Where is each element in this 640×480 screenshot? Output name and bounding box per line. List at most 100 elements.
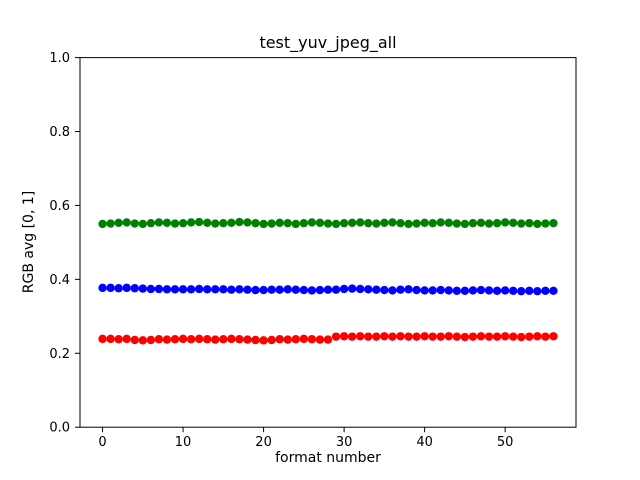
data-point-red bbox=[484, 332, 494, 341]
data-point-red bbox=[549, 332, 558, 341]
data-point-green bbox=[98, 219, 107, 229]
data-point-green bbox=[259, 219, 268, 229]
data-point-green bbox=[452, 219, 462, 228]
data-point-green bbox=[533, 219, 542, 229]
y-tick-label: 0.4 bbox=[49, 273, 70, 288]
data-point-green bbox=[194, 217, 204, 227]
data-point-blue bbox=[130, 284, 139, 293]
data-point-red bbox=[364, 332, 373, 341]
data-point-green bbox=[388, 218, 397, 227]
data-point-green bbox=[484, 219, 494, 228]
data-point-green bbox=[323, 219, 333, 228]
data-point-green bbox=[428, 218, 437, 228]
data-point-green bbox=[178, 218, 188, 228]
data-point-green bbox=[420, 218, 429, 228]
data-point-blue bbox=[323, 285, 333, 294]
data-point-green bbox=[468, 218, 478, 228]
data-point-blue bbox=[194, 284, 204, 294]
data-point-green bbox=[122, 218, 131, 227]
data-point-blue bbox=[114, 284, 123, 293]
data-point-blue bbox=[420, 286, 429, 295]
data-point-green bbox=[186, 218, 196, 227]
data-point-red bbox=[460, 332, 470, 342]
data-point-red bbox=[315, 335, 325, 344]
data-point-blue bbox=[138, 284, 148, 293]
data-point-red bbox=[170, 335, 180, 344]
plot-title: test_yuv_jpeg_all bbox=[259, 33, 397, 52]
data-point-red bbox=[251, 335, 260, 345]
data-point-blue bbox=[299, 285, 309, 295]
data-point-green bbox=[227, 218, 236, 228]
x-tick-label: 10 bbox=[175, 435, 192, 450]
data-point-blue bbox=[211, 285, 220, 294]
data-point-blue bbox=[460, 286, 470, 296]
data-point-green bbox=[106, 219, 115, 228]
data-point-blue bbox=[283, 285, 292, 294]
data-point-green bbox=[339, 218, 349, 228]
data-point-green bbox=[541, 219, 550, 228]
data-point-blue bbox=[186, 285, 196, 294]
data-point-blue bbox=[122, 283, 131, 293]
data-point-blue bbox=[533, 286, 542, 296]
x-axis-label: format number bbox=[275, 450, 381, 466]
data-point-red bbox=[122, 334, 131, 344]
x-tick-label: 20 bbox=[255, 435, 272, 450]
data-point-blue bbox=[251, 285, 260, 295]
data-point-blue bbox=[525, 286, 534, 296]
data-point-blue bbox=[219, 285, 228, 294]
data-point-green bbox=[114, 218, 123, 228]
data-point-blue bbox=[227, 285, 236, 294]
data-point-blue bbox=[452, 286, 462, 296]
data-point-green bbox=[396, 218, 405, 228]
data-point-red bbox=[428, 332, 437, 341]
data-point-red bbox=[146, 335, 156, 345]
data-point-blue bbox=[476, 285, 486, 295]
data-point-red bbox=[331, 332, 341, 341]
data-point-red bbox=[106, 334, 115, 344]
data-point-red bbox=[154, 335, 164, 344]
data-point-green bbox=[517, 219, 526, 228]
data-point-blue bbox=[404, 285, 413, 294]
data-point-blue bbox=[178, 285, 188, 294]
data-point-red bbox=[444, 332, 453, 341]
data-point-red bbox=[541, 332, 550, 341]
data-point-blue bbox=[396, 285, 405, 294]
data-point-red bbox=[259, 336, 268, 345]
data-point-green bbox=[549, 218, 558, 228]
data-point-green bbox=[170, 219, 180, 228]
data-point-red bbox=[283, 335, 292, 344]
data-point-blue bbox=[541, 286, 550, 296]
data-point-red bbox=[508, 332, 518, 341]
data-point-green bbox=[130, 219, 139, 228]
data-point-green bbox=[356, 218, 365, 227]
data-point-blue bbox=[412, 285, 421, 295]
data-point-red bbox=[525, 332, 534, 341]
data-point-blue bbox=[267, 285, 276, 294]
data-point-blue bbox=[146, 284, 156, 294]
data-point-blue bbox=[339, 284, 349, 294]
data-point-green bbox=[331, 219, 341, 229]
data-point-blue bbox=[154, 284, 164, 294]
data-point-green bbox=[211, 219, 220, 228]
data-point-red bbox=[323, 335, 333, 344]
data-point-red bbox=[307, 335, 317, 344]
data-point-red bbox=[138, 336, 148, 345]
data-point-blue bbox=[98, 283, 107, 293]
data-point-blue bbox=[372, 285, 381, 294]
data-point-red bbox=[339, 332, 349, 341]
x-tick-label: 30 bbox=[336, 435, 353, 450]
y-tick-label: 0.6 bbox=[49, 199, 70, 214]
y-tick-label: 0.2 bbox=[49, 347, 70, 362]
y-tick-label: 0.8 bbox=[49, 125, 70, 140]
data-point-blue bbox=[549, 286, 558, 296]
data-point-green bbox=[154, 218, 164, 227]
data-point-green bbox=[380, 218, 389, 228]
data-point-green bbox=[251, 218, 260, 228]
data-point-red bbox=[299, 334, 309, 344]
data-point-blue bbox=[106, 283, 115, 293]
data-point-green bbox=[347, 218, 357, 228]
data-point-red bbox=[356, 332, 365, 341]
data-point-green bbox=[508, 218, 518, 228]
